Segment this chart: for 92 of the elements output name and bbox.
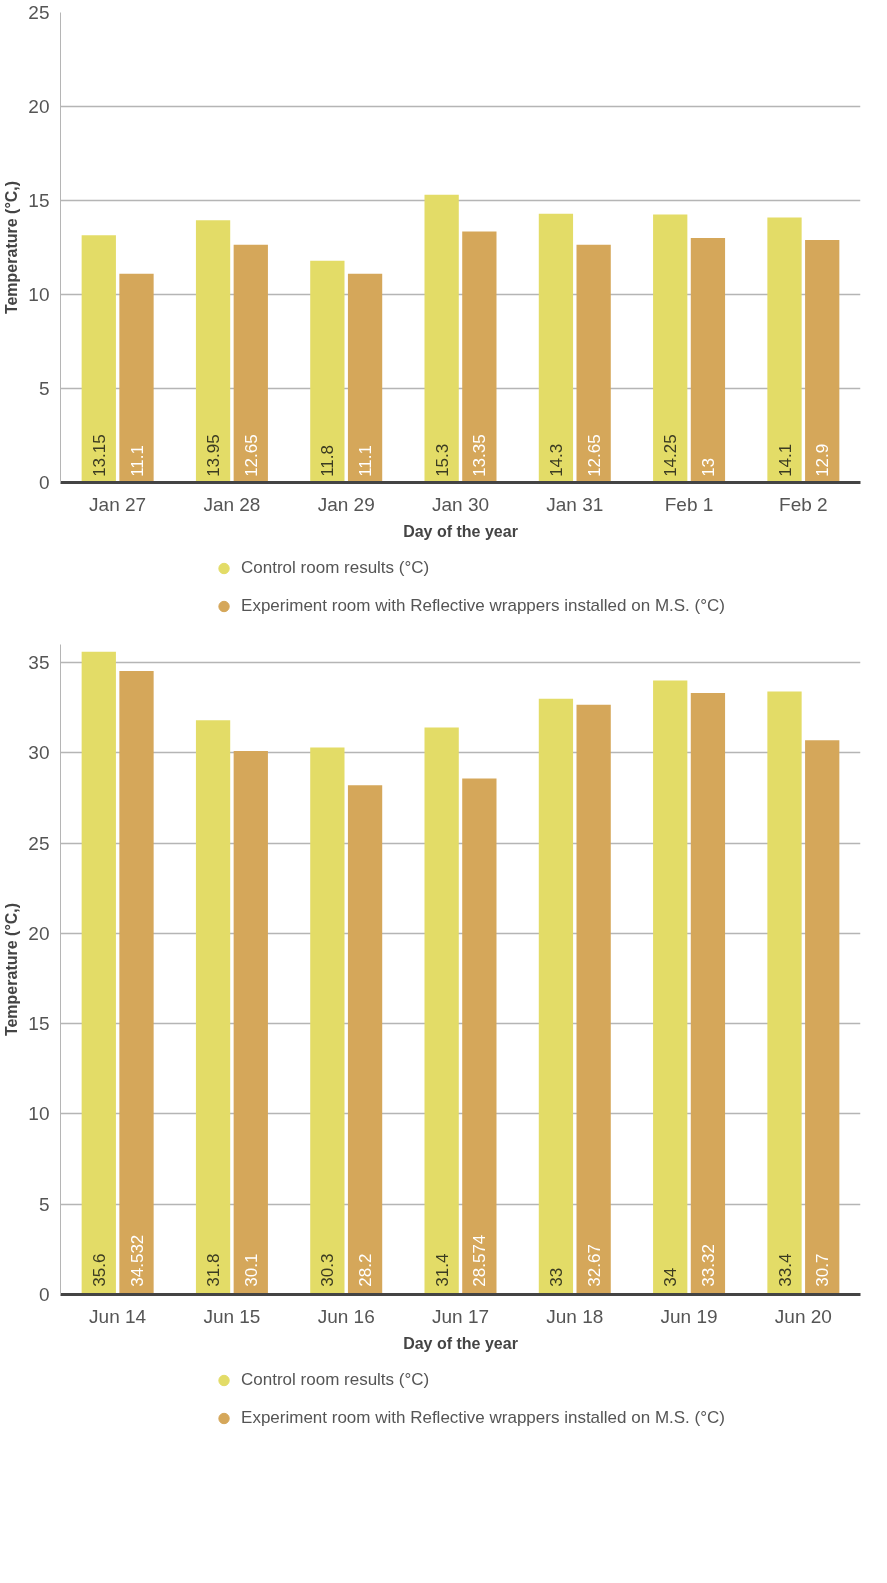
data-label: 15.3 xyxy=(432,443,452,477)
data-label: 34.532 xyxy=(127,1234,147,1287)
y-tick-label: 0 xyxy=(38,472,50,493)
x-tick-label: Jun 15 xyxy=(203,1305,261,1327)
data-label: 12.65 xyxy=(241,434,261,477)
data-label: 13.95 xyxy=(204,434,224,477)
data-label: 28.2 xyxy=(356,1253,376,1287)
legend-label: Control room results (°C) xyxy=(241,558,430,578)
y-tick-label: 15 xyxy=(28,190,50,211)
bar xyxy=(805,239,840,483)
x-tick-label: Jan 27 xyxy=(89,493,147,515)
data-label: 13.35 xyxy=(470,434,490,477)
data-label: 35.6 xyxy=(89,1253,109,1287)
bar xyxy=(690,692,726,1295)
y-tick-label: 10 xyxy=(28,284,50,305)
x-axis-title: Day of the year xyxy=(403,1334,518,1352)
x-tick-label: Jun 14 xyxy=(89,1305,147,1327)
bar xyxy=(690,238,726,483)
data-label: 11.1 xyxy=(127,445,147,477)
y-tick-label: 20 xyxy=(28,922,50,944)
x-tick-label: Feb 1 xyxy=(664,493,714,515)
x-tick-label: Jan 28 xyxy=(203,493,261,515)
data-label: 13.15 xyxy=(89,434,109,477)
y-tick-label: 25 xyxy=(28,832,50,854)
bar xyxy=(653,214,688,483)
bar xyxy=(538,698,574,1295)
data-label: 30.7 xyxy=(813,1253,833,1287)
data-label: 11.8 xyxy=(318,445,338,477)
bar xyxy=(81,235,116,483)
data-label: 14.3 xyxy=(546,443,566,477)
data-label: 33.32 xyxy=(698,1244,718,1287)
bar xyxy=(195,720,231,1295)
bar xyxy=(462,778,497,1295)
bar xyxy=(576,704,611,1295)
bar xyxy=(81,651,116,1295)
y-tick-label: 15 xyxy=(28,1013,50,1035)
x-tick-label: Feb 2 xyxy=(779,493,828,515)
data-label: 30.1 xyxy=(241,1253,261,1287)
bar xyxy=(424,194,459,483)
data-label: 34 xyxy=(661,1267,681,1287)
data-label: 12.65 xyxy=(584,434,604,477)
data-label: 31.4 xyxy=(432,1253,452,1287)
bar xyxy=(347,785,383,1295)
data-label: 12.9 xyxy=(813,443,833,477)
bar xyxy=(538,213,574,483)
data-label: 31.8 xyxy=(204,1253,224,1287)
x-tick-label: Jun 18 xyxy=(546,1305,604,1327)
y-tick-label: 5 xyxy=(38,378,50,399)
y-tick-label: 5 xyxy=(38,1193,50,1215)
data-label: 30.3 xyxy=(318,1253,338,1287)
bar xyxy=(233,751,268,1295)
x-axis-title: Day of the year xyxy=(403,522,518,540)
legend-label: Experiment room with Reflective wrappers installed on M.S. (°C) xyxy=(241,1408,725,1428)
y-tick-label: 30 xyxy=(28,742,50,764)
bar xyxy=(119,273,154,483)
x-tick-label: Jun 20 xyxy=(774,1305,832,1327)
bar xyxy=(233,244,268,483)
bar xyxy=(767,691,802,1295)
bar xyxy=(195,220,231,483)
x-tick-label: Jun 16 xyxy=(317,1305,375,1327)
y-tick-label: 20 xyxy=(28,96,50,117)
legend-label: Control room results (°C) xyxy=(241,1370,430,1390)
data-label: 14.25 xyxy=(661,434,681,477)
data-label: 13 xyxy=(698,457,718,477)
bar xyxy=(424,727,459,1295)
x-tick-label: Jan 31 xyxy=(546,493,604,515)
data-label: 32.67 xyxy=(584,1244,604,1287)
bar xyxy=(767,217,802,483)
data-label: 33 xyxy=(546,1267,566,1287)
bar xyxy=(653,680,688,1295)
bar xyxy=(310,260,345,483)
y-tick-label: 35 xyxy=(28,652,50,674)
y-tick-label: 0 xyxy=(38,1284,50,1305)
bar xyxy=(462,231,497,483)
legend-label: Experiment room with Reflective wrappers installed on M.S. (°C) xyxy=(241,596,725,616)
y-axis-title: Temperature (°C,) xyxy=(3,180,21,315)
y-tick-label: 10 xyxy=(28,1103,50,1125)
data-label: 14.1 xyxy=(775,443,795,477)
x-tick-label: Jun 19 xyxy=(660,1305,718,1327)
x-tick-label: Jan 30 xyxy=(431,493,490,515)
x-tick-label: Jun 17 xyxy=(431,1305,490,1327)
bar xyxy=(805,740,840,1295)
bar xyxy=(347,273,383,483)
y-axis-title: Temperature (°C,) xyxy=(3,902,21,1037)
bar xyxy=(576,244,611,483)
data-label: 28.574 xyxy=(470,1234,490,1287)
bar xyxy=(119,671,154,1295)
data-label: 33.4 xyxy=(775,1253,795,1287)
bar xyxy=(310,747,345,1295)
x-tick-label: Jan 29 xyxy=(317,493,375,515)
data-label: 11.1 xyxy=(356,445,376,477)
y-tick-label: 25 xyxy=(28,2,50,23)
